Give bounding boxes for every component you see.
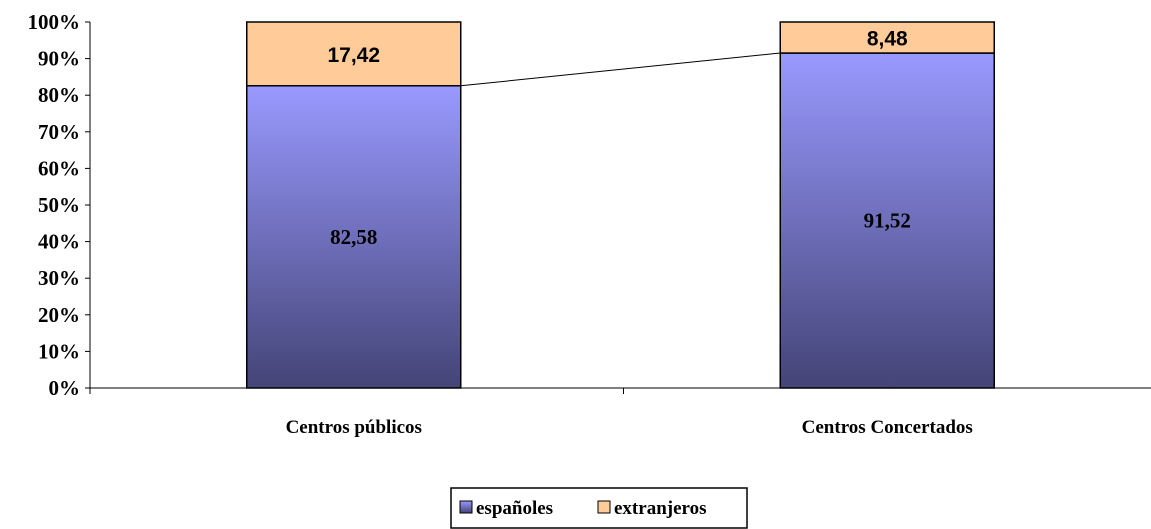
series-lines xyxy=(460,52,781,87)
y-tick-label: 60% xyxy=(38,156,80,180)
x-tick-label: Centros Concertados xyxy=(802,417,973,438)
bars xyxy=(246,21,995,389)
legend: españoles extranjeros xyxy=(450,487,748,529)
bar-espanoles xyxy=(779,52,995,389)
y-tick-label: 0% xyxy=(49,376,81,400)
y-tick-label: 20% xyxy=(38,303,80,327)
bar-extranjeros xyxy=(246,21,462,87)
data-label-espanoles: 82,58 xyxy=(330,225,377,249)
bar-espanoles xyxy=(246,85,462,389)
y-tick-label: 10% xyxy=(38,339,80,363)
x-axis: Centros públicos Centros Concertados xyxy=(89,387,1151,438)
legend-label-espanoles: españoles xyxy=(476,498,553,519)
data-labels: 82,58 17,42 91,52 8,48 xyxy=(327,28,910,249)
legend-label-extranjeros: extranjeros xyxy=(614,498,707,519)
y-tick-label: 50% xyxy=(38,193,80,217)
data-label-extranjeros: 17,42 xyxy=(327,44,380,67)
bar-extranjeros xyxy=(779,21,995,54)
legend-swatch-espanoles xyxy=(459,500,473,514)
y-tick-label: 40% xyxy=(38,230,80,254)
y-tick-label: 30% xyxy=(38,266,80,290)
legend-swatch-extranjeros xyxy=(597,500,611,514)
y-tick-label: 100% xyxy=(28,10,81,34)
y-tick-label: 80% xyxy=(38,83,80,107)
y-tick-label: 90% xyxy=(38,47,80,71)
x-tick-label: Centros públicos xyxy=(286,417,422,438)
y-axis: 0% 10% 20% 30% 40% 50% 60% 70% 80% 90% 100% xyxy=(28,10,91,400)
y-tick-label: 70% xyxy=(38,120,80,144)
data-label-espanoles: 91,52 xyxy=(864,209,911,233)
series-line xyxy=(460,52,781,87)
data-label-extranjeros: 8,48 xyxy=(867,28,908,51)
